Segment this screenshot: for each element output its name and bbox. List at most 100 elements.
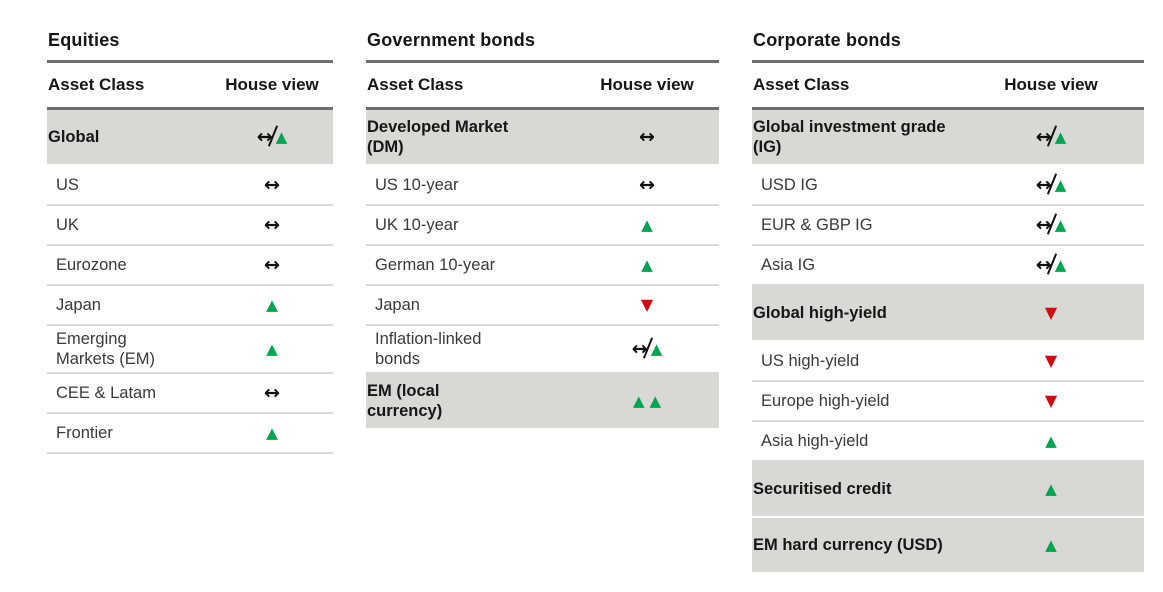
house-view-cell: ▼ <box>958 393 1144 409</box>
table-body: Developed Market (DM) ↔ US 10-year ↔ UK 10-y… <box>366 110 719 431</box>
up-triangle-icon: ▲ <box>1054 127 1067 146</box>
table-row: Asia high-yield ▲ <box>752 422 1144 462</box>
neutral-arrow-icon: ↔ <box>639 125 655 148</box>
asset-class-label: US 10-year <box>375 175 459 194</box>
table-row: Global high-yield ▼ <box>752 286 1144 342</box>
asset-class-label: UK <box>56 215 79 234</box>
table-row: German 10-year ▲ <box>366 246 719 286</box>
crossed-neutral-arrow-icon: ↔ <box>1036 124 1057 147</box>
asset-class-label: Europe high-yield <box>761 391 890 410</box>
house-view-cell: ↔ <box>211 213 333 236</box>
table-row: Emerging Markets (EM) ▲ <box>47 326 333 375</box>
up-triangle-icon: ▲ <box>1054 215 1067 234</box>
asset-class-label: Japan <box>375 295 420 314</box>
house-view-cell: ↔ <box>575 173 719 196</box>
asset-class-label: EM hard currency (USD) <box>753 535 943 554</box>
asset-class-label: Securitised credit <box>753 479 892 498</box>
down-triangle-icon: ▼ <box>1044 303 1058 322</box>
table-row: Global ↔ ▲ <box>47 110 333 166</box>
asset-class-label: Inflation-linked bonds <box>375 330 482 369</box>
house-view-cell: ↔ ▲ <box>958 124 1144 147</box>
table-row: US 10-year ↔ <box>366 166 719 206</box>
neutral-arrow-icon: ↔ <box>639 173 655 196</box>
house-view-cell: ▼ <box>575 297 719 313</box>
table-government-bonds: Government bonds Asset Class House view … <box>366 26 719 574</box>
table-row: US ↔ <box>47 166 333 206</box>
table-title: Equities <box>48 30 120 50</box>
up-triangle-icon: ▲ <box>1045 479 1057 498</box>
table-row: Frontier ▲ <box>47 414 333 455</box>
house-view-cell: ↔ ▲ <box>575 337 719 359</box>
crossed-neutral-arrow-icon: ↔ <box>632 337 653 359</box>
title-rule <box>47 60 333 63</box>
asset-class-label: UK 10-year <box>375 215 459 234</box>
house-view-cell: ↔ ▲ <box>958 252 1144 275</box>
title-rule <box>752 60 1144 63</box>
house-view-cell: ▲ <box>575 255 719 274</box>
table-row: UK ↔ <box>47 206 333 246</box>
house-view-column-header: House view <box>225 75 319 94</box>
table-row: EM (local currency) ▲ ▲ <box>366 374 719 431</box>
table-row: EUR & GBP IG ↔ ▲ <box>752 206 1144 246</box>
house-view-cell: ▲ <box>211 297 333 313</box>
up-triangle-icon: ▲ <box>1045 431 1057 450</box>
neutral-arrow-icon: ↔ <box>264 381 280 404</box>
asset-class-label: Asia high-yield <box>761 431 869 450</box>
table-row: UK 10-year ▲ <box>366 206 719 246</box>
house-view-cell: ▲ <box>958 479 1144 498</box>
table-body: Global investment grade (IG) ↔ ▲ USD IG ↔ ▲ EU… <box>752 110 1144 574</box>
up-triangle-icon: ▲ <box>641 215 653 234</box>
up-triangle-icon: ▲ <box>641 255 653 274</box>
house-view-cell: ▲ <box>211 423 333 442</box>
house-view-cell: ↔ ▲ <box>211 124 333 147</box>
crossed-neutral-arrow-icon: ↔ <box>257 124 278 147</box>
up-triangle-icon: ▲ <box>650 339 663 358</box>
header-rule <box>47 107 333 110</box>
table-row: Eurozone ↔ <box>47 246 333 286</box>
house-view-cell: ▲ <box>575 215 719 234</box>
house-view-cell: ▲ <box>211 339 333 358</box>
asset-class-label: Frontier <box>56 424 113 443</box>
down-triangle-icon: ▼ <box>640 295 654 314</box>
asset-class-label: Developed Market (DM) <box>367 117 509 156</box>
table-title: Corporate bonds <box>753 30 902 50</box>
house-view-column-header: House view <box>1004 75 1098 94</box>
table-header-row: Asset Class House view <box>47 63 333 107</box>
up-triangle-icon: ▲ <box>266 339 278 358</box>
asset-class-label: CEE & Latam <box>56 384 156 403</box>
table-row: USD IG ↔ ▲ <box>752 166 1144 206</box>
asset-class-label: Global investment grade (IG) <box>753 117 946 156</box>
asset-class-column-header: Asset Class <box>753 75 850 94</box>
table-header-row: Asset Class House view <box>366 63 719 107</box>
up-triangle-icon: ▲ <box>632 391 645 410</box>
title-rule <box>366 60 719 63</box>
asset-class-column-header: Asset Class <box>48 75 145 94</box>
up-triangle-icon: ▲ <box>266 423 278 442</box>
table-row: Developed Market (DM) ↔ <box>366 110 719 166</box>
header-rule <box>366 107 719 110</box>
asset-class-label: Emerging Markets (EM) <box>56 330 155 369</box>
asset-class-label: Japan <box>56 295 101 314</box>
up-triangle-icon: ▲ <box>649 391 662 410</box>
table-row: CEE & Latam ↔ <box>47 374 333 415</box>
table-row: Inflation-linked bonds ↔ ▲ <box>366 326 719 375</box>
house-view-cell: ▲ <box>958 431 1144 450</box>
table-row: EM hard currency (USD) ▲ <box>752 518 1144 574</box>
table-row: Europe high-yield ▼ <box>752 382 1144 422</box>
table-corporate-bonds: Corporate bonds Asset Class House view G… <box>752 26 1144 574</box>
crossed-neutral-arrow-icon: ↔ <box>1036 172 1057 195</box>
crossed-neutral-arrow-icon: ↔ <box>1036 252 1057 275</box>
table-row: US high-yield ▼ <box>752 342 1144 382</box>
table-body: Global ↔ ▲ US ↔ UK ↔ Eurozone ↔ Japan ▲ Emerging Ma… <box>47 110 333 455</box>
asset-class-label: EUR & GBP IG <box>761 215 873 234</box>
neutral-arrow-icon: ↔ <box>264 213 280 236</box>
house-view-cell: ↔ <box>211 381 333 404</box>
neutral-arrow-icon: ↔ <box>264 173 280 196</box>
house-view-cell: ↔ <box>575 125 719 148</box>
asset-class-label: USD IG <box>761 175 818 194</box>
house-view-column-header: House view <box>600 75 694 94</box>
asset-class-label: EM (local currency) <box>367 382 443 421</box>
house-view-cell: ↔ ▲ <box>958 212 1144 235</box>
house-view-cell: ▼ <box>958 353 1144 369</box>
asset-class-label: Global <box>48 127 100 146</box>
